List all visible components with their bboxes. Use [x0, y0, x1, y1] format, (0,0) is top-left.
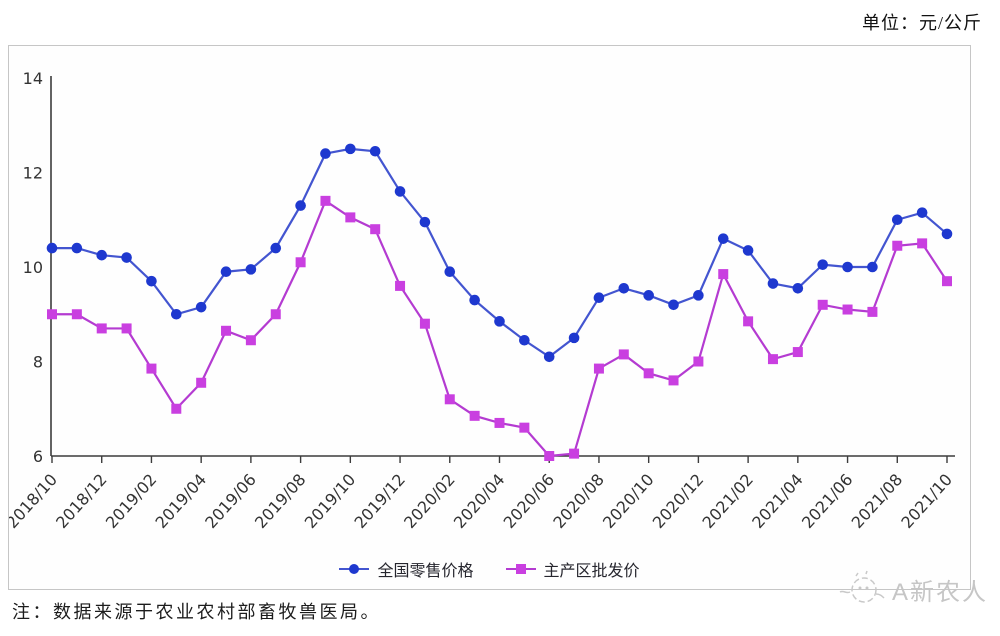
chart-legend: 全国零售价格 主产区批发价	[9, 557, 970, 581]
legend-item-wholesale: 主产区批发价	[505, 557, 640, 581]
legend-label-retail: 全国零售价格	[377, 561, 474, 580]
source-note: 注：数据来源于农业农村部畜牧兽医局。	[12, 602, 381, 622]
retail-series-marker-icon	[339, 563, 370, 575]
svg-text:2021/10: 2021/10	[897, 470, 956, 532]
watermark-text: A新农人	[891, 578, 988, 606]
svg-text:12: 12	[23, 164, 43, 183]
svg-text:2021/04: 2021/04	[748, 470, 807, 532]
svg-text:2020/06: 2020/06	[500, 470, 559, 532]
svg-text:2020/10: 2020/10	[599, 470, 658, 532]
svg-text:2020/04: 2020/04	[450, 470, 509, 532]
svg-text:2021/08: 2021/08	[848, 470, 907, 532]
svg-text:2018/12: 2018/12	[52, 470, 111, 532]
svg-text:2019/02: 2019/02	[102, 470, 161, 532]
svg-text:2019/12: 2019/12	[350, 470, 409, 532]
legend-label-wholesale: 主产区批发价	[543, 561, 640, 580]
series-line-1	[52, 199, 948, 458]
svg-text:2019/10: 2019/10	[301, 470, 360, 532]
wholesale-series-marker-icon	[505, 563, 536, 575]
chick-logo-icon	[839, 570, 885, 603]
chart-container: 6 8 10 12 14 2018/10 2018/12 2019/02 2019/04 2019…	[8, 45, 971, 590]
watermark: A新农人	[836, 570, 988, 608]
unit-label: 单位：元/公斤	[861, 13, 982, 33]
svg-text:2021/02: 2021/02	[698, 470, 757, 532]
svg-text:10: 10	[23, 258, 43, 277]
svg-text:2019/04: 2019/04	[152, 470, 211, 532]
svg-text:2021/06: 2021/06	[798, 470, 857, 532]
svg-text:2019/06: 2019/06	[201, 470, 260, 532]
svg-text:6: 6	[33, 447, 43, 466]
legend-item-retail: 全国零售价格	[339, 557, 474, 581]
svg-text:2020/12: 2020/12	[649, 470, 708, 532]
svg-text:8: 8	[33, 353, 43, 372]
svg-text:2018/10: 2018/10	[9, 470, 61, 532]
svg-text:14: 14	[23, 69, 43, 88]
svg-text:2019/08: 2019/08	[251, 470, 310, 532]
svg-text:2020/02: 2020/02	[400, 470, 459, 532]
price-line-chart: 681012142018/102018/122019/022019/042019…	[9, 69, 956, 532]
svg-text:2020/08: 2020/08	[549, 470, 608, 532]
